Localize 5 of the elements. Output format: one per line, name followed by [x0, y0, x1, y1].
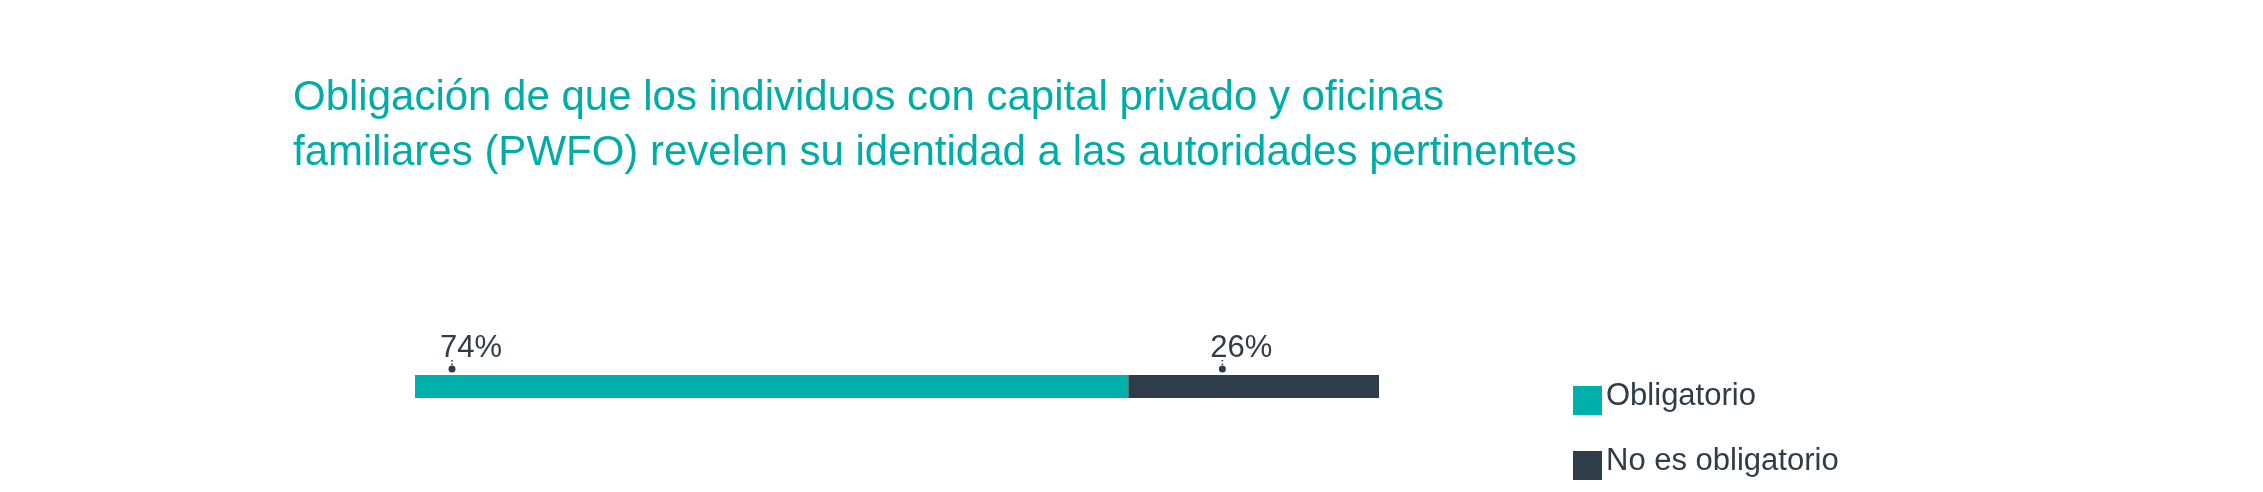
- legend-label: Obligatorio: [1606, 377, 1756, 412]
- chart-title: Obligación de que los individuos con capital privado y oficinas familiares (PWFO) revelen su identidad a las autoridades pertinentes: [293, 71, 1578, 176]
- data-label: 74%: [440, 329, 503, 364]
- legend-label: No es obligatorio: [1606, 442, 1839, 477]
- data-label: 26%: [1210, 329, 1273, 364]
